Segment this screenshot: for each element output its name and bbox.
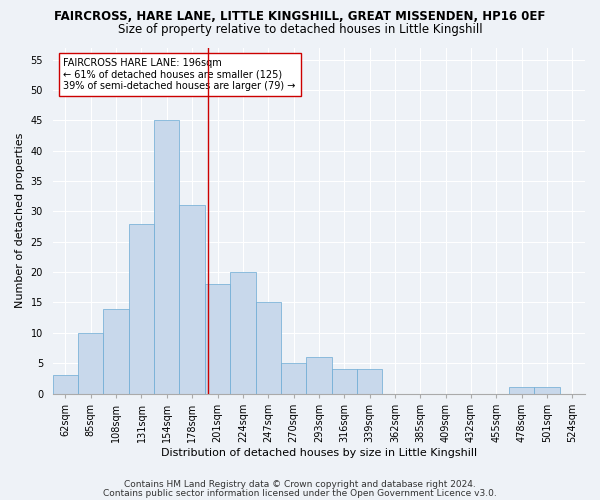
Bar	[230, 272, 256, 394]
Bar	[129, 224, 154, 394]
Bar	[256, 302, 281, 394]
Bar	[535, 388, 560, 394]
Bar	[78, 333, 103, 394]
X-axis label: Distribution of detached houses by size in Little Kingshill: Distribution of detached houses by size …	[161, 448, 477, 458]
Bar	[357, 370, 382, 394]
Bar	[154, 120, 179, 394]
Bar	[53, 376, 78, 394]
Text: Contains public sector information licensed under the Open Government Licence v3: Contains public sector information licen…	[103, 488, 497, 498]
Bar	[332, 370, 357, 394]
Text: Contains HM Land Registry data © Crown copyright and database right 2024.: Contains HM Land Registry data © Crown c…	[124, 480, 476, 489]
Y-axis label: Number of detached properties: Number of detached properties	[15, 133, 25, 308]
Text: Size of property relative to detached houses in Little Kingshill: Size of property relative to detached ho…	[118, 22, 482, 36]
Bar	[205, 284, 230, 394]
Bar	[281, 363, 306, 394]
Bar	[179, 206, 205, 394]
Bar	[509, 388, 535, 394]
Bar	[306, 357, 332, 394]
Bar	[103, 308, 129, 394]
Text: FAIRCROSS HARE LANE: 196sqm
← 61% of detached houses are smaller (125)
39% of se: FAIRCROSS HARE LANE: 196sqm ← 61% of det…	[64, 58, 296, 91]
Text: FAIRCROSS, HARE LANE, LITTLE KINGSHILL, GREAT MISSENDEN, HP16 0EF: FAIRCROSS, HARE LANE, LITTLE KINGSHILL, …	[55, 10, 545, 23]
